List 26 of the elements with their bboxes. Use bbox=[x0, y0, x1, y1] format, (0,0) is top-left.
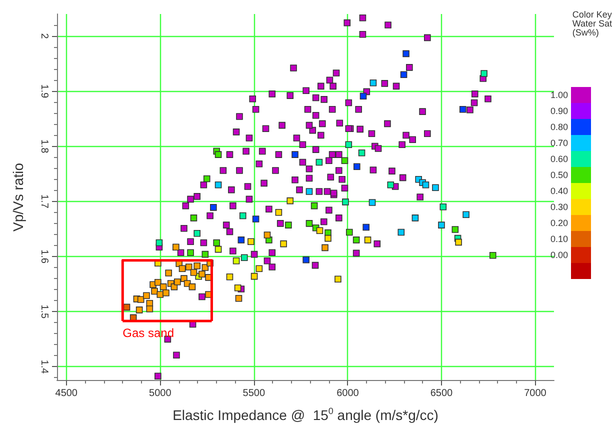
color-bar-label: 0.40 bbox=[550, 186, 568, 196]
y-axis-title: Vp/Vs ratio bbox=[10, 162, 26, 232]
x-tick-label: 7000 bbox=[524, 388, 547, 399]
color-bar-label: 0.90 bbox=[550, 106, 568, 116]
color-bar-label: 0.80 bbox=[550, 122, 568, 132]
color-bar-label: 0.30 bbox=[550, 202, 568, 212]
color-bar-label: 0.20 bbox=[550, 218, 568, 228]
y-tick-label: 1.4 bbox=[38, 360, 50, 374]
x-tick-label: 6500 bbox=[430, 388, 454, 399]
y-tick-label: 1.5 bbox=[38, 304, 50, 319]
y-tick-label: 1.7 bbox=[38, 194, 50, 209]
color-bar-label: 0.60 bbox=[550, 154, 568, 164]
color-bar-label: 0.50 bbox=[550, 170, 568, 180]
x-tick-label: 5000 bbox=[149, 388, 172, 399]
y-tick-label: 1.6 bbox=[38, 250, 50, 264]
x-tick-label: 6000 bbox=[336, 388, 360, 399]
color-bar-title: Color Key Water Sat (Sw%) bbox=[572, 10, 612, 38]
color-bar-label: 0.70 bbox=[550, 138, 568, 148]
y-tick-label: 2 bbox=[38, 33, 50, 40]
x-tick-label: 4500 bbox=[55, 388, 78, 399]
x-tick-label: 5500 bbox=[242, 388, 266, 399]
y-tick-label: 1.9 bbox=[38, 84, 50, 99]
y-tick-label: 1.8 bbox=[38, 139, 50, 154]
color-bar-label: 1.00 bbox=[550, 90, 568, 100]
color-bar-label: 0.00 bbox=[550, 250, 568, 260]
color-bar-label: 0.10 bbox=[550, 234, 568, 244]
